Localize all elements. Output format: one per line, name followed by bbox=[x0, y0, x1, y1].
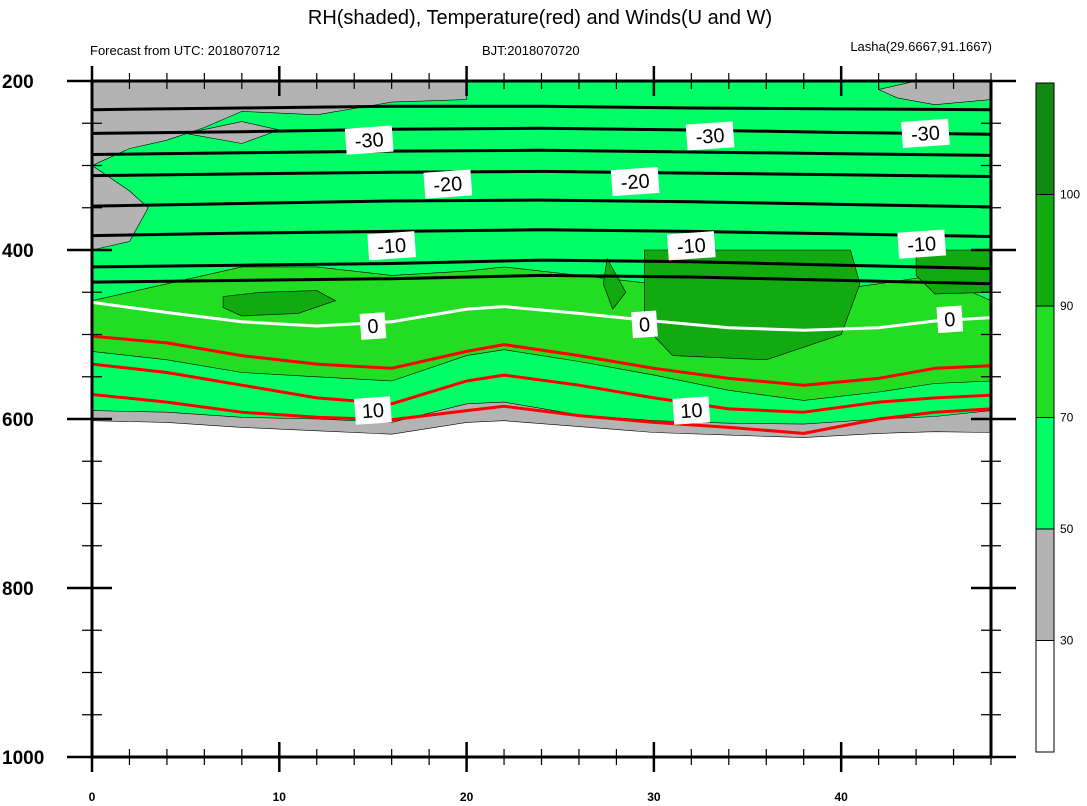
contour-label-text: 0 bbox=[944, 309, 957, 332]
contour-label-text: -30 bbox=[354, 129, 384, 153]
forecast-subtitle: Forecast from UTC: 2018070712 bbox=[90, 43, 280, 58]
contour-label-3: -20 bbox=[423, 169, 473, 199]
colorbar-segment bbox=[1035, 640, 1055, 753]
colorbar-segment bbox=[1035, 528, 1055, 641]
isotherm-minus10-line-7 bbox=[92, 273, 991, 286]
x-tick-label: 30 bbox=[647, 790, 661, 804]
contour-label-text: -20 bbox=[433, 173, 463, 197]
isotherm-10-line-9 bbox=[92, 334, 991, 387]
contour-label-7: -10 bbox=[897, 229, 947, 259]
contour-label-box bbox=[354, 396, 392, 425]
colorbar-tick-label: 30 bbox=[1060, 634, 1074, 648]
isotherm-minus20-line-4 bbox=[92, 198, 991, 209]
isotherm-minus30-line-2 bbox=[92, 148, 991, 157]
rh-dry-patch-1 bbox=[92, 165, 149, 251]
rh-band-30-50 bbox=[92, 401, 991, 438]
contour-label-9: 0 bbox=[631, 310, 658, 339]
contour-label-10: 0 bbox=[936, 305, 964, 334]
y-tick-label: 400 bbox=[2, 241, 34, 262]
contour-label-box bbox=[936, 305, 964, 334]
contour-label-box bbox=[423, 169, 473, 199]
contour-label-box bbox=[685, 121, 735, 151]
contour-label-text: 0 bbox=[367, 316, 380, 339]
contour-label-text: -10 bbox=[676, 235, 706, 259]
contour-label-box bbox=[901, 118, 950, 148]
colorbar-tick-label: 70 bbox=[1060, 411, 1074, 425]
contour-label-box bbox=[610, 166, 660, 197]
contour-label-8: 0 bbox=[359, 312, 387, 340]
contour-label-5: -10 bbox=[367, 231, 417, 261]
contour-label-4: -20 bbox=[610, 166, 660, 197]
x-tick-label: 0 bbox=[89, 790, 96, 804]
contour-label-text: -10 bbox=[907, 233, 937, 257]
contour-labels: -30 -30 -30 -20 -20 -10 -10 -10 0 0 0 10 10 bbox=[344, 118, 964, 425]
rh-dry-patch-2 bbox=[877, 81, 991, 106]
contour-label-11: 10 bbox=[354, 396, 392, 425]
contour-label-0: -30 bbox=[344, 125, 394, 155]
isotherm-minus10-line-6 bbox=[92, 258, 991, 271]
isotherm-minus30-line-1 bbox=[92, 126, 991, 136]
contour-label-text: 10 bbox=[361, 400, 385, 423]
y-tick-label: 1000 bbox=[2, 748, 44, 769]
colorbar-tick-label: 100 bbox=[1060, 188, 1080, 202]
contour-label-box bbox=[897, 229, 947, 259]
colorbar-segment bbox=[1035, 82, 1055, 195]
station-subtitle: Lasha(29.6667,91.1667) bbox=[850, 39, 992, 54]
chart-title: RH(shaded), Temperature(red) and Winds(U… bbox=[308, 7, 772, 29]
y-tick-label: 800 bbox=[2, 579, 34, 600]
isotherm-lines bbox=[92, 104, 991, 435]
contour-label-text: -30 bbox=[695, 125, 725, 149]
contour-label-text: 10 bbox=[680, 400, 704, 423]
y-tick-label: 200 bbox=[2, 72, 34, 93]
isotherm-10-line-11 bbox=[92, 393, 991, 435]
x-tick-label: 40 bbox=[834, 790, 848, 804]
contour-label-text: -10 bbox=[377, 235, 407, 259]
contour-label-box bbox=[666, 231, 716, 261]
contour-label-text: -20 bbox=[620, 171, 650, 195]
contour-label-2: -30 bbox=[901, 118, 950, 148]
colorbar-segment bbox=[1035, 305, 1055, 418]
contour-label-1: -30 bbox=[685, 121, 735, 151]
bjt-subtitle: BJT:2018070720 bbox=[482, 43, 580, 58]
isotherm-minus10-line-5 bbox=[92, 228, 991, 238]
contour-label-12: 10 bbox=[672, 396, 711, 425]
rh-shading bbox=[92, 81, 991, 757]
colorbar-segment bbox=[1035, 417, 1055, 530]
contour-label-box bbox=[344, 125, 394, 155]
x-tick-label: 20 bbox=[460, 790, 474, 804]
below-ground-area bbox=[92, 420, 991, 757]
isotherm-10-line-10 bbox=[92, 362, 991, 414]
isotherm-minus20-line-3 bbox=[92, 169, 991, 178]
colorbar: 100 90 70 50 30 bbox=[1035, 82, 1080, 753]
y-tick-label: 600 bbox=[2, 410, 34, 431]
colorbar-tick-label: 90 bbox=[1060, 299, 1074, 313]
contour-label-box bbox=[631, 310, 658, 339]
contour-label-text: -30 bbox=[910, 122, 940, 146]
rh-moist-patch-0 bbox=[222, 290, 337, 317]
contour-label-6: -10 bbox=[666, 231, 716, 261]
isotherm-minus30-line-0 bbox=[92, 104, 991, 112]
colorbar-tick-label: 50 bbox=[1060, 522, 1074, 536]
plot-area: -30 -30 -30 -20 -20 -10 -10 -10 0 0 0 10 10 bbox=[92, 81, 991, 757]
contour-label-text: 0 bbox=[638, 314, 651, 337]
isotherm-0-line-8 bbox=[92, 300, 991, 332]
contour-label-box bbox=[672, 396, 711, 425]
colorbar-segment bbox=[1035, 194, 1055, 307]
contour-label-box bbox=[367, 231, 417, 261]
contour-label-box bbox=[359, 312, 387, 340]
x-tick-label: 10 bbox=[273, 790, 287, 804]
